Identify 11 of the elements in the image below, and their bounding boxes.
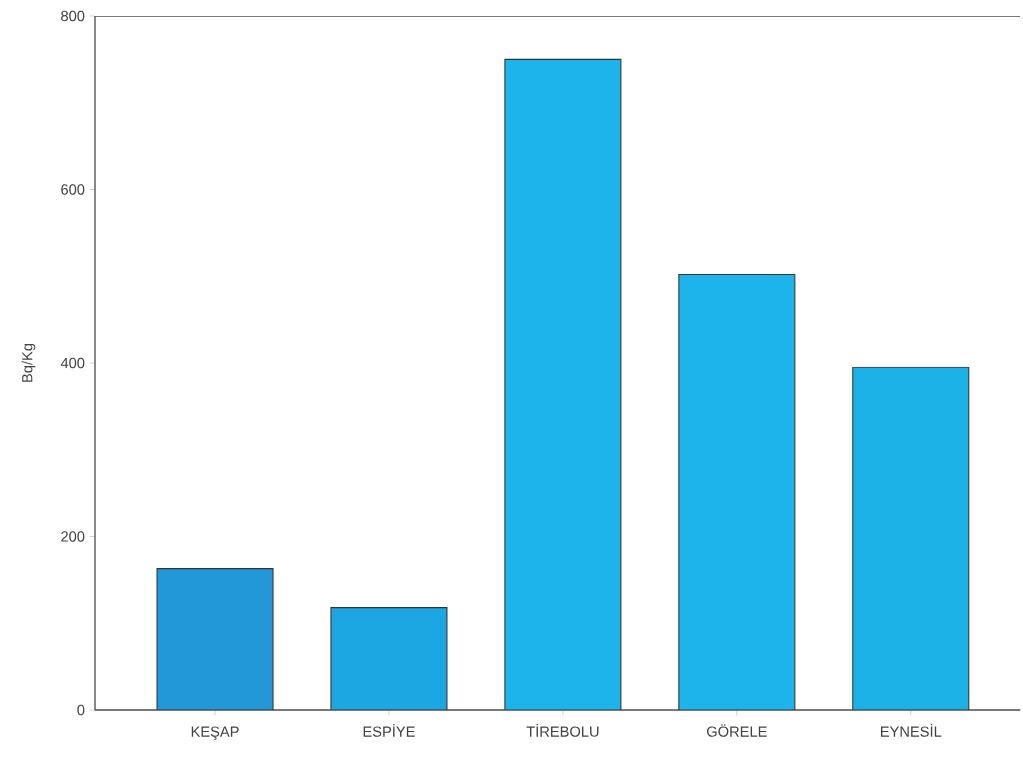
x-tick-label: EYNESİL [881, 723, 942, 737]
y-axis-title: Bq/Kg [21, 343, 36, 382]
y-tick-label: 800 [61, 10, 85, 22]
x-tick-label: TİREBOLU [526, 723, 599, 737]
x-tick-label: ESPİYE [363, 723, 415, 737]
y-tick-label: 200 [61, 531, 85, 542]
y-tick-label: 600 [61, 184, 85, 195]
y-tick-label: 0 [77, 704, 85, 716]
y-tick-label: 400 [60, 357, 85, 369]
x-tick-label: GÖRELE [707, 724, 767, 737]
x-tick-label: KEŞAP [191, 726, 239, 740]
